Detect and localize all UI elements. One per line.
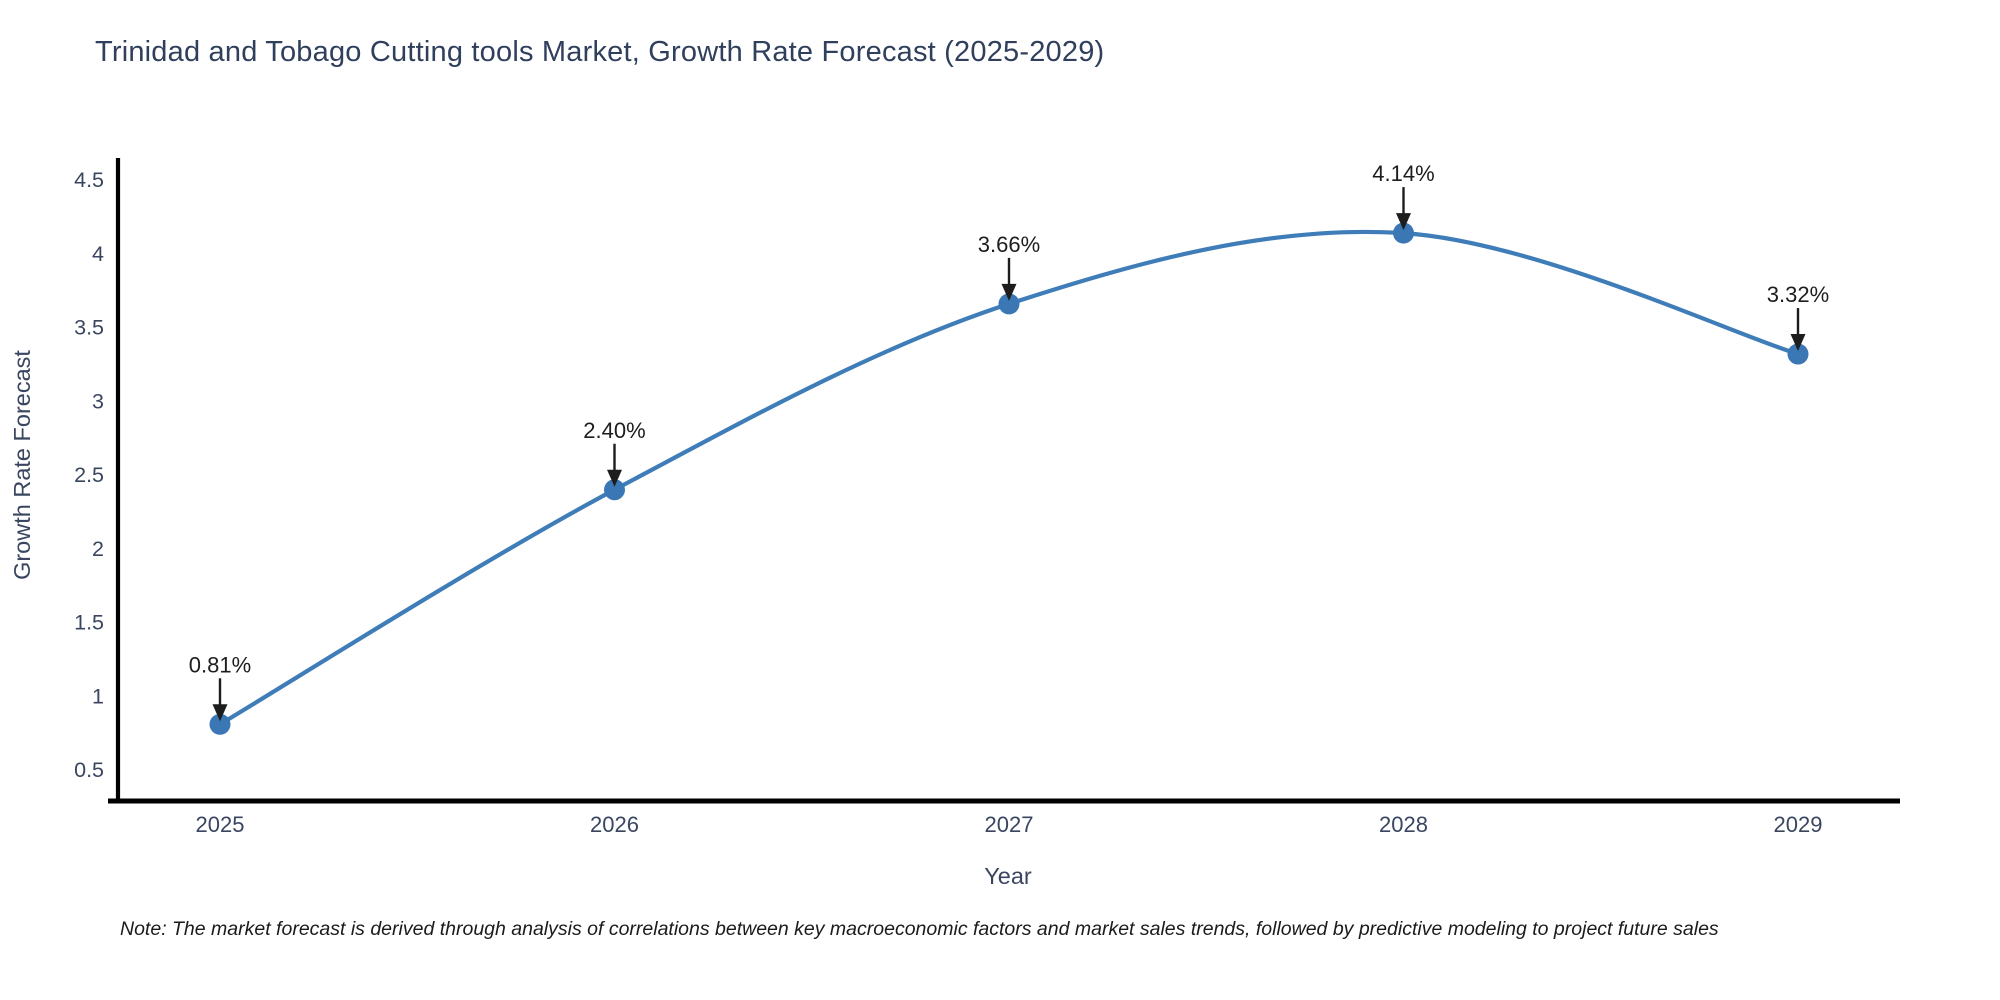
annotation-arrowhead <box>607 469 622 487</box>
data-point-marker <box>209 713 231 735</box>
data-point-marker <box>1787 343 1809 365</box>
x-tick-label: 2029 <box>1774 812 1823 837</box>
y-tick-label: 3.5 <box>74 316 104 340</box>
y-tick-label: 1.5 <box>74 611 104 635</box>
data-point-marker <box>998 293 1020 315</box>
y-tick-label: 2.5 <box>74 463 104 487</box>
annotation-arrowhead <box>1790 334 1806 352</box>
y-tick-label: 0.5 <box>74 758 104 782</box>
y-tick-label: 2 <box>92 537 104 561</box>
x-tick-label: 2026 <box>590 812 639 837</box>
data-point-marker <box>1393 222 1414 244</box>
x-tick-label: 2027 <box>985 812 1034 837</box>
annotation-label: 4.14% <box>1372 161 1434 186</box>
footnote: Note: The market forecast is derived thr… <box>120 918 1719 940</box>
x-tick-label: 2025 <box>196 812 245 837</box>
annotation-label: 3.32% <box>1767 282 1829 307</box>
annotation-arrowhead <box>1396 213 1411 231</box>
y-tick-label: 3 <box>92 389 104 413</box>
chart-title: Trinidad and Tobago Cutting tools Market… <box>95 36 1105 68</box>
annotation-label: 3.66% <box>978 232 1040 257</box>
x-axis-title: Year <box>984 863 1032 889</box>
y-tick-label: 4 <box>92 242 104 266</box>
annotation-arrowhead <box>1001 283 1017 301</box>
y-tick-label: 4.5 <box>74 168 104 192</box>
y-tick-label: 1 <box>92 684 104 708</box>
annotation-label: 0.81% <box>189 652 251 677</box>
x-tick-label: 2028 <box>1379 812 1428 837</box>
annotation-label: 2.40% <box>583 418 645 443</box>
y-axis-title: Growth Rate Forecast <box>9 350 35 580</box>
data-point-marker <box>604 479 625 501</box>
annotation-arrowhead <box>212 704 228 722</box>
